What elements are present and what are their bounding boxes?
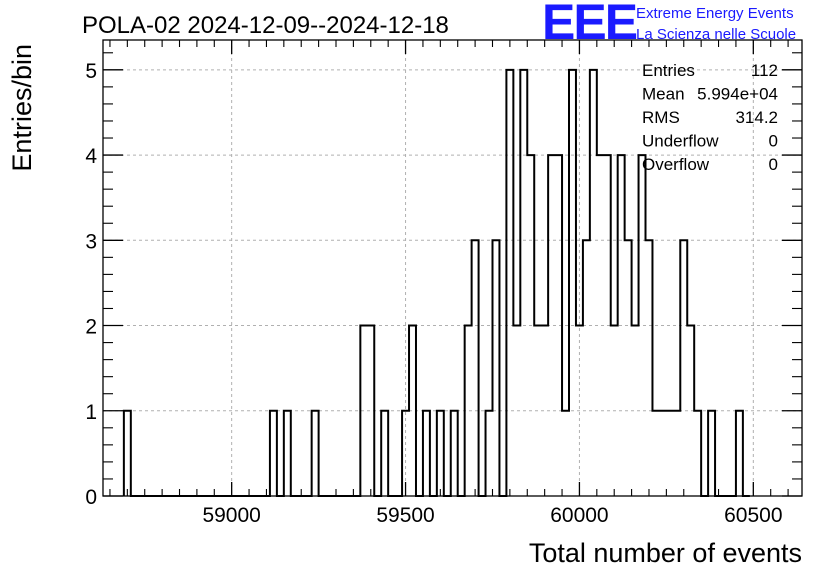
x-tick-labels: 59000 59500 60000 60500: [202, 504, 782, 527]
brand-line-2: La Scienza nelle Scuole: [636, 26, 796, 43]
y-tick-label: 0: [85, 486, 97, 509]
chart-title: POLA-02 2024-12-09--2024-12-18: [82, 12, 449, 39]
y-tick-label: 1: [85, 401, 97, 424]
y-tick-label: 5: [85, 60, 97, 83]
stats-label: Overflow: [642, 155, 710, 174]
brand-line-1: Extreme Energy Events: [636, 5, 794, 22]
stats-label: RMS: [642, 108, 680, 127]
y-tick-label: 4: [85, 145, 97, 168]
eee-logo: EEE Extreme Energy Events La Scienza nel…: [542, 0, 796, 50]
x-tick-label: 59000: [202, 504, 260, 527]
stats-label: Entries: [642, 61, 695, 80]
stats-value: 5.994e+04: [697, 85, 778, 104]
y-axis-title: Entries/bin: [7, 44, 37, 172]
y-tick-label: 2: [85, 316, 97, 339]
grid-lines: [103, 40, 802, 496]
stats-value: 314.2: [735, 108, 778, 127]
stats-value: 112: [751, 61, 778, 80]
x-tick-label: 59500: [376, 504, 434, 527]
y-tick-label: 3: [85, 230, 97, 253]
stats-label: Mean: [642, 85, 685, 104]
stats-label: Underflow: [642, 132, 719, 151]
y-tick-labels: 0 1 2 3 4 5: [85, 60, 97, 509]
axis-ticks: [103, 40, 802, 497]
histogram-line: [122, 68, 750, 497]
stats-value: 0: [769, 155, 778, 174]
eee-logo-mark: EEE: [542, 0, 637, 50]
x-tick-label: 60500: [724, 504, 782, 527]
stats-value: 0: [769, 132, 778, 151]
x-axis-title: Total number of events: [529, 538, 802, 568]
stats-box: Entries 112 Mean 5.994e+04 RMS 314.2 Underflow…: [642, 61, 778, 174]
x-tick-label: 60000: [550, 504, 608, 527]
plot-frame: [102, 39, 803, 497]
